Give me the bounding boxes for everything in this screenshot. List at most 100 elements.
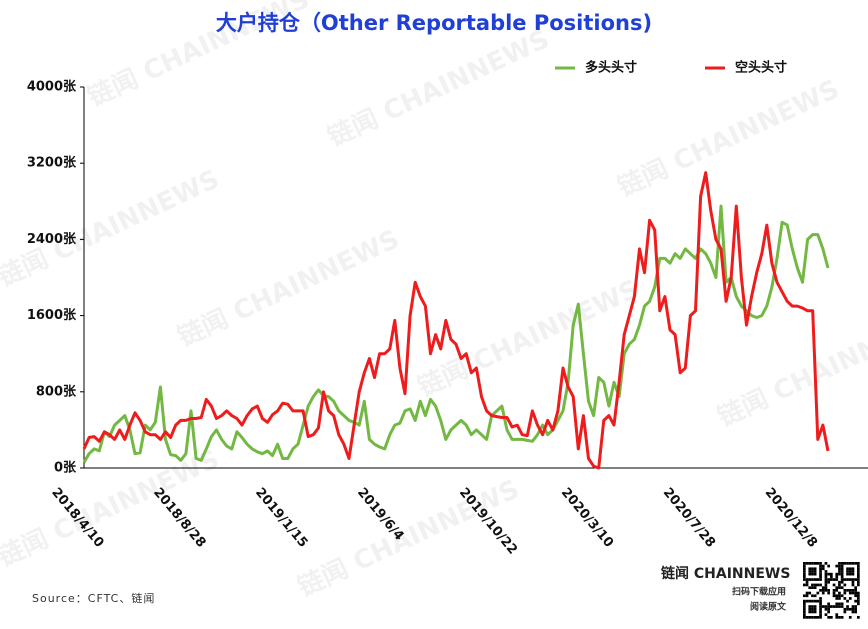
qr-cell (843, 591, 847, 595)
qr-cell (819, 572, 822, 576)
qr-cell (851, 591, 855, 595)
qr-cell (819, 605, 822, 608)
watermark: 链闻 CHAINNEWS (0, 163, 224, 293)
qr-cell (854, 599, 857, 603)
qr-cell (854, 594, 857, 598)
qr-cell (843, 589, 847, 592)
qr-cell (838, 591, 841, 595)
qr-cell (811, 583, 814, 587)
y-tick-label: 0张 (54, 461, 77, 476)
qr-cell (854, 589, 857, 592)
qr-cell (851, 562, 855, 565)
qr-code (803, 562, 860, 619)
y-tick-label: 1600张 (27, 308, 77, 323)
qr-cell (803, 570, 806, 573)
qr-cell (827, 607, 830, 611)
qr-cell (827, 605, 830, 608)
qr-cell (805, 594, 809, 598)
watermark: 链闻 CHAINNEWS (323, 23, 554, 153)
qr-cell (813, 586, 817, 589)
qr-cell (816, 599, 820, 603)
qr-cell (805, 580, 809, 584)
brand-line: 扫码下载应用 (732, 586, 786, 598)
qr-cell (857, 602, 860, 606)
qr-cell (827, 578, 830, 581)
qr-cell (851, 580, 855, 584)
qr-cell (838, 580, 841, 584)
qr-cell (819, 575, 822, 579)
qr-cell (816, 616, 820, 619)
watermark: 链闻 CHAINNEWS (613, 73, 844, 203)
series-line (82, 171, 830, 470)
qr-cell (803, 564, 806, 568)
qr-cell (851, 567, 855, 571)
watermark: 链闻 CHAINNEWS (0, 443, 224, 573)
qr-cell (805, 616, 809, 619)
qr-cell (808, 572, 812, 576)
qr-cell (835, 594, 839, 598)
qr-cell (832, 591, 836, 595)
qr-cell (819, 583, 822, 587)
qr-cell (824, 575, 828, 579)
qr-cell (838, 605, 841, 608)
brand-name: 链闻 CHAINNEWS (661, 565, 790, 582)
qr-cell (827, 602, 830, 606)
qr-cell (851, 578, 855, 581)
qr-cell (835, 575, 839, 579)
qr-cell (819, 578, 822, 581)
qr-cell (840, 564, 844, 568)
qr-cell (808, 562, 812, 565)
qr-cell (838, 586, 841, 589)
legend-label: 空头头寸 (735, 60, 787, 76)
qr-cell (813, 599, 817, 603)
qr-cell (840, 602, 844, 606)
qr-cell (827, 589, 830, 592)
qr-cell (848, 607, 852, 611)
qr-cell (816, 591, 820, 595)
qr-cell (857, 562, 860, 565)
qr-cell (813, 572, 817, 576)
qr-cell (811, 586, 814, 589)
qr-cell (848, 589, 852, 592)
qr-cell (803, 578, 806, 581)
qr-cell (813, 578, 817, 581)
x-tick-label: 2018/8/28 (150, 485, 208, 550)
qr-cell (846, 572, 849, 576)
qr-cell (821, 591, 825, 595)
watermark: 链闻 CHAINNEWS (713, 303, 868, 433)
qr-cell (813, 605, 817, 608)
qr-cell (819, 570, 822, 573)
qr-cell (854, 610, 857, 614)
qr-cell (808, 616, 812, 619)
y-tick-label: 2400张 (27, 232, 77, 247)
qr-cell (803, 567, 806, 571)
qr-cell (808, 570, 812, 573)
qr-cell (857, 597, 860, 600)
qr-cell (811, 610, 814, 614)
qr-cell (857, 591, 860, 595)
qr-cell (811, 616, 814, 619)
qr-cell (840, 605, 844, 608)
qr-cell (827, 572, 830, 576)
qr-cell (827, 580, 830, 584)
qr-cell (803, 613, 806, 616)
qr-cell (838, 597, 841, 600)
qr-cell (854, 562, 857, 565)
qr-cell (854, 605, 857, 608)
qr-cell (830, 616, 833, 619)
qr-cell (824, 583, 828, 587)
qr-cell (821, 567, 825, 571)
qr-cell (819, 589, 822, 592)
qr-cell (835, 597, 839, 600)
qr-cell (854, 607, 857, 611)
qr-cell (811, 562, 814, 565)
qr-cell (819, 567, 822, 571)
qr-cell (803, 594, 806, 598)
y-tick-label: 4000张 (27, 80, 77, 95)
qr-cell (848, 567, 852, 571)
qr-cell (808, 591, 812, 595)
qr-cell (830, 575, 833, 579)
qr-cell (846, 570, 849, 573)
qr-cell (838, 602, 841, 606)
qr-cell (819, 602, 822, 606)
